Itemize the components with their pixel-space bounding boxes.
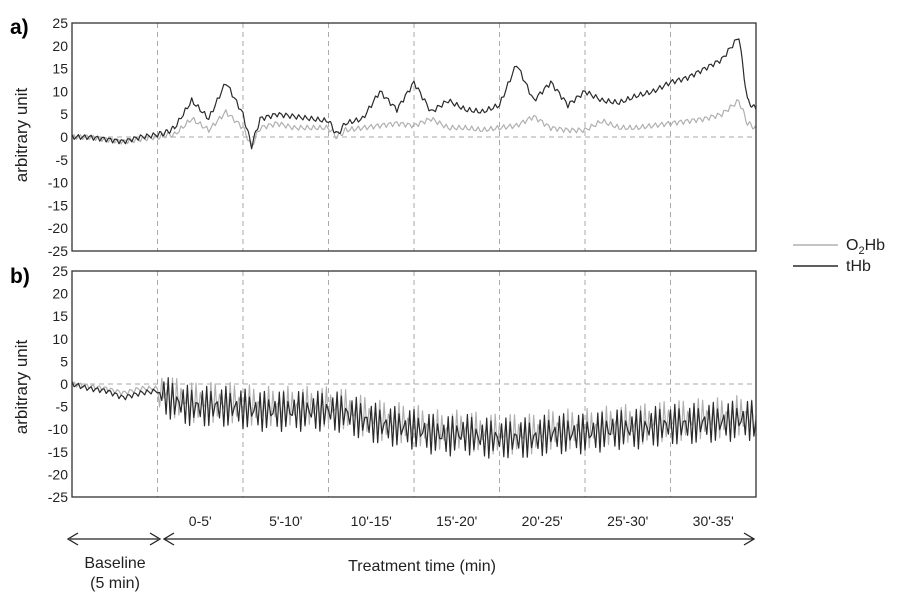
- x-segment-label-1: 5'-10': [269, 513, 302, 529]
- panel-b-ytick--15: -15: [48, 444, 68, 460]
- baseline-label: Baseline: [84, 555, 145, 572]
- panel-b-label: b): [10, 265, 30, 288]
- x-segment-label-4: 20'-25': [522, 513, 563, 529]
- panel-a: a) arbitrary unit -25 -20 -15 -10 -5 0 5 10 15 20…: [10, 15, 757, 259]
- legend: O2Hb tHb: [793, 237, 885, 275]
- panel-a-ytick-15: 15: [52, 61, 68, 77]
- panel-b-ytick-0: 0: [60, 376, 68, 392]
- legend-o2hb-label: O2Hb: [846, 237, 885, 257]
- panel-a-ytick--10: -10: [48, 175, 68, 191]
- panel-b-grid: [72, 271, 757, 497]
- panel-a-series-thb: [71, 38, 757, 150]
- panel-a-ytick--25: -25: [48, 243, 68, 259]
- baseline-arrow: [66, 532, 162, 546]
- panel-b-ytick--25: -25: [48, 489, 68, 505]
- panel-b-ytick-5: 5: [60, 353, 68, 369]
- treatment-label: Treatment time (min): [348, 558, 496, 575]
- panel-a-label: a): [10, 16, 29, 39]
- legend-thb-label: tHb: [846, 258, 871, 275]
- panel-a-ytick-25: 25: [52, 15, 68, 31]
- panel-a-ytick-10: 10: [52, 83, 68, 99]
- panel-b-ylabel: arbitrary unit: [12, 339, 31, 434]
- panel-a-lines: [71, 38, 757, 150]
- x-segment-label-5: 25'-30': [607, 513, 648, 529]
- panel-b-yticks: -25 -20 -15 -10 -5 0 5 10 15 20 25: [48, 263, 68, 505]
- panel-a-ylabel: arbitrary unit: [12, 87, 31, 182]
- x-segment-label-3: 15'-20': [436, 513, 477, 529]
- panel-a-ytick--15: -15: [48, 197, 68, 213]
- treatment-arrow: [162, 532, 756, 546]
- panel-b-ytick-20: 20: [52, 286, 68, 302]
- panel-a-grid: [72, 23, 757, 251]
- panel-b-frame: [71, 270, 757, 498]
- panel-a-ytick-5: 5: [60, 106, 68, 122]
- panel-b-ytick-10: 10: [52, 331, 68, 347]
- panel-b-ytick-25: 25: [52, 263, 68, 279]
- panel-a-series-o2hb: [71, 99, 757, 146]
- panel-b-ytick--10: -10: [48, 421, 68, 437]
- panel-b-ytick--20: -20: [48, 466, 68, 482]
- panel-b-ytick-15: 15: [52, 308, 68, 324]
- x-segment-label-6: 30'-35': [693, 513, 734, 529]
- x-segment-label-2: 10'-15': [351, 513, 392, 529]
- panel-b-lines: [71, 377, 757, 459]
- baseline-sublabel: (5 min): [90, 575, 140, 592]
- panel-b-series-thb: [71, 377, 757, 459]
- x-segment-labels: 0-5' 5'-10' 10'-15' 15'-20' 20'-25' 25'-30' 30…: [189, 513, 734, 529]
- panel-a-ytick-20: 20: [52, 38, 68, 54]
- panel-a-frame: [71, 22, 757, 252]
- panel-b: b) arbitrary unit -25 -20 -15 -10 -5 0 5 10 15 20…: [10, 263, 757, 505]
- panel-a-ytick--20: -20: [48, 220, 68, 236]
- panel-b-ytick--5: -5: [56, 399, 69, 415]
- panel-a-ytick--5: -5: [56, 152, 69, 168]
- x-segment-label-0: 0-5': [189, 513, 212, 529]
- panel-a-yticks: -25 -20 -15 -10 -5 0 5 10 15 20 25: [48, 15, 68, 259]
- panel-a-ytick-0: 0: [60, 129, 68, 145]
